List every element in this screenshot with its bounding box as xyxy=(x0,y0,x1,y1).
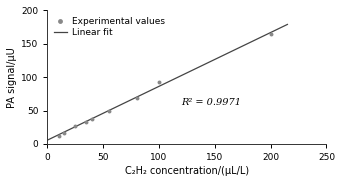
Point xyxy=(84,120,89,123)
X-axis label: C₂H₂ concentration/(μL/L): C₂H₂ concentration/(μL/L) xyxy=(125,166,249,176)
Point xyxy=(268,32,273,35)
Y-axis label: PA signal/μU: PA signal/μU xyxy=(7,47,17,108)
Point xyxy=(73,124,78,127)
Point xyxy=(156,81,162,84)
Point xyxy=(134,97,140,100)
Point xyxy=(89,117,95,120)
Point xyxy=(62,131,67,134)
Point xyxy=(106,109,111,112)
Legend: Experimental values, Linear fit: Experimental values, Linear fit xyxy=(52,15,167,39)
Text: R² = 0.9971: R² = 0.9971 xyxy=(181,98,241,107)
Point xyxy=(56,134,61,137)
